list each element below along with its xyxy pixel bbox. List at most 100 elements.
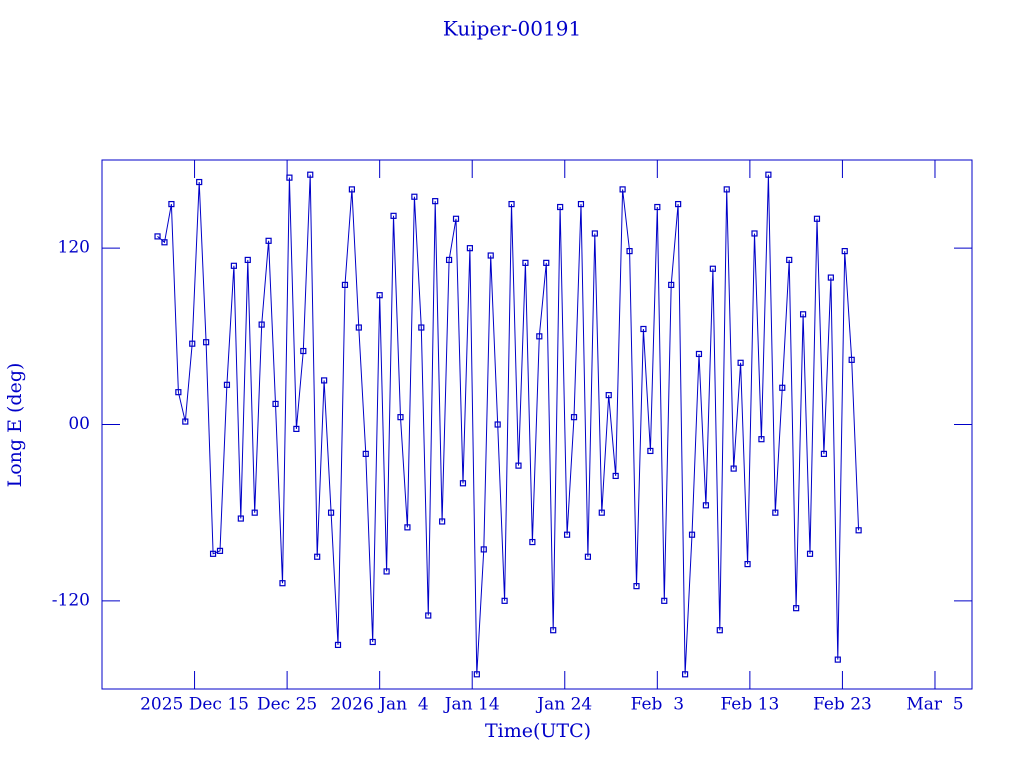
data-point	[175, 389, 182, 396]
data-point	[286, 174, 293, 181]
data-point	[459, 480, 467, 487]
data-point	[182, 418, 189, 425]
data-point	[327, 509, 335, 516]
data-point	[820, 450, 828, 457]
data-point	[390, 212, 397, 219]
data-point	[536, 333, 543, 340]
y-tick-label: 00	[68, 414, 90, 434]
x-tick-label: Mar 5	[906, 695, 963, 715]
data-point	[466, 245, 473, 252]
data-point	[612, 472, 619, 480]
data-point	[515, 462, 522, 469]
data-point	[293, 425, 300, 433]
data-point	[793, 605, 800, 612]
data-point	[695, 350, 703, 358]
x-axis-label: Time(UTC)	[485, 720, 591, 742]
data-point	[626, 248, 633, 255]
data-point	[640, 325, 647, 333]
data-point	[196, 178, 203, 186]
data-point	[209, 550, 217, 557]
data-point	[737, 359, 744, 366]
data-point	[265, 237, 272, 244]
x-tick-label: Jan 14	[443, 695, 500, 715]
data-point	[813, 215, 821, 222]
data-point	[362, 450, 369, 457]
data-point	[452, 215, 460, 222]
data-point	[744, 560, 751, 568]
data-point	[445, 256, 453, 264]
data-point	[661, 597, 668, 604]
data-point	[675, 200, 682, 208]
data-point	[355, 324, 362, 331]
data-point	[411, 193, 418, 200]
data-point	[730, 465, 737, 472]
y-tick-label: -120	[52, 590, 90, 610]
data-point	[716, 627, 723, 634]
plot-area	[154, 171, 862, 678]
y-tick-label: 120	[58, 238, 90, 258]
data-point	[307, 171, 314, 178]
data-point	[418, 324, 425, 331]
data-point	[543, 259, 550, 266]
data-point	[550, 627, 557, 634]
data-point	[799, 311, 807, 318]
x-tick-label: Feb 13	[720, 695, 779, 715]
y-axis-label: Long E (deg)	[4, 363, 26, 488]
data-point	[216, 547, 224, 554]
data-point	[404, 524, 411, 531]
data-point	[834, 656, 841, 663]
data-point	[425, 612, 432, 619]
data-point	[480, 546, 487, 553]
data-point	[723, 186, 730, 193]
data-point	[827, 274, 834, 281]
data-point	[557, 203, 564, 211]
data-point	[779, 384, 786, 391]
data-point	[203, 339, 210, 346]
data-point	[397, 414, 404, 421]
x-tick-label: Jan 24	[535, 695, 592, 715]
data-point	[494, 421, 501, 428]
data-point	[321, 377, 328, 384]
data-point	[709, 265, 716, 272]
x-tick-label: 2025 Dec 15	[140, 695, 249, 715]
data-point	[647, 447, 654, 455]
data-point	[439, 518, 446, 525]
data-point	[786, 256, 793, 264]
data-point	[681, 671, 689, 678]
data-point	[314, 553, 321, 560]
data-point	[168, 200, 175, 208]
data-point	[605, 392, 612, 399]
data-line	[157, 174, 860, 675]
data-point	[598, 509, 605, 516]
data-point	[806, 550, 814, 557]
data-point	[223, 381, 231, 388]
data-point	[702, 502, 710, 509]
data-point	[300, 347, 307, 355]
data-point	[432, 198, 439, 205]
data-point	[772, 509, 779, 516]
data-point	[348, 186, 355, 193]
chart-title: Kuiper-00191	[443, 17, 581, 41]
data-point	[473, 671, 480, 678]
data-point	[258, 321, 265, 328]
data-point	[522, 259, 529, 266]
data-point	[570, 414, 578, 421]
x-tick-label: Feb 23	[813, 695, 872, 715]
data-point	[619, 186, 626, 193]
data-point	[563, 531, 571, 538]
data-point	[237, 515, 244, 522]
data-point	[383, 568, 390, 575]
data-point	[751, 230, 758, 237]
data-point	[251, 509, 258, 516]
data-point	[848, 356, 855, 363]
data-point	[577, 200, 585, 208]
data-point	[501, 597, 508, 604]
data-point	[529, 538, 536, 546]
data-point	[688, 531, 696, 538]
data-point	[487, 252, 494, 259]
data-point	[334, 641, 342, 649]
data-point	[855, 527, 862, 534]
data-point	[841, 248, 848, 255]
data-point	[272, 400, 279, 408]
